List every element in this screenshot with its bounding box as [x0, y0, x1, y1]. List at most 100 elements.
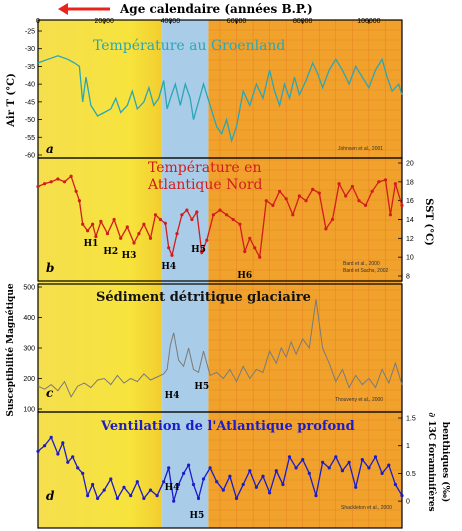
- heinrich-label-h2: H2: [103, 247, 118, 257]
- data-point: [112, 217, 116, 222]
- data-point: [387, 463, 391, 467]
- y-tick-label: 10: [406, 255, 414, 262]
- data-point: [43, 444, 47, 448]
- panel-d-letter: d: [46, 489, 55, 503]
- panel-b-credit-line2: Bard et Sachs, 2002: [343, 268, 389, 274]
- data-point: [314, 494, 318, 498]
- data-point: [327, 466, 331, 470]
- data-point: [284, 197, 288, 201]
- panel-frame: [37, 411, 403, 529]
- data-point: [180, 213, 184, 217]
- y-tick-label: -45: [25, 99, 35, 106]
- data-point: [62, 180, 67, 184]
- panel-d-ylabel-line1: ∂ 13C foraminifères: [426, 412, 437, 511]
- data-point: [400, 203, 404, 207]
- y-tick-label: -60: [25, 153, 35, 160]
- y-tick-label: 8: [406, 274, 410, 281]
- data-point: [248, 236, 252, 240]
- data-point: [357, 199, 361, 203]
- data-point: [49, 435, 53, 439]
- data-point: [77, 199, 81, 203]
- data-point: [155, 494, 159, 498]
- data-point: [135, 480, 139, 484]
- data-point: [274, 469, 278, 473]
- data-point: [115, 496, 119, 500]
- data-point: [61, 441, 65, 445]
- panel-a-title: Température au Groenland: [93, 38, 285, 54]
- data-point: [187, 463, 191, 467]
- data-point: [238, 222, 242, 226]
- data-point: [271, 203, 275, 207]
- data-point: [175, 232, 179, 236]
- data-point: [218, 208, 222, 212]
- data-point: [380, 471, 384, 475]
- data-point: [43, 182, 47, 186]
- heinrich-label-h5: H5: [194, 382, 209, 392]
- panel-d-title: Ventilation de l'Atlantique profond: [100, 419, 355, 434]
- data-point: [253, 246, 257, 250]
- data-point: [354, 485, 358, 489]
- data-point: [182, 471, 186, 475]
- data-point: [172, 499, 176, 503]
- climate-period-bands: [38, 20, 402, 528]
- data-point: [225, 213, 229, 217]
- y-tick-label: 1.5: [406, 416, 416, 423]
- y-tick-label: 100: [23, 407, 35, 414]
- data-point: [360, 458, 364, 462]
- data-point: [367, 466, 371, 470]
- data-point: [211, 213, 215, 217]
- data-point: [74, 189, 78, 193]
- data-point: [96, 496, 100, 500]
- y-tick-label: 18: [406, 179, 414, 186]
- data-point: [190, 217, 194, 222]
- data-point: [370, 189, 374, 193]
- series-line-a: [37, 55, 403, 144]
- data-point: [185, 208, 189, 212]
- y-tick-label: -30: [25, 46, 35, 53]
- data-point: [344, 194, 348, 198]
- heinrich-label-h4: H4: [165, 483, 180, 493]
- data-point: [56, 452, 60, 456]
- panel-b-title-line2: Atlantique Nord: [147, 177, 263, 193]
- data-point: [400, 494, 404, 498]
- heinrich-label-h1: H1: [84, 239, 99, 249]
- data-point: [228, 474, 232, 478]
- data-point: [36, 184, 40, 189]
- data-point: [91, 222, 95, 226]
- data-point: [393, 182, 397, 186]
- data-point: [105, 232, 110, 236]
- data-point: [337, 182, 341, 186]
- y-tick-label: 20: [406, 161, 414, 168]
- y-tick-label: -55: [25, 135, 35, 142]
- data-point: [377, 180, 381, 184]
- data-point: [177, 482, 181, 487]
- data-point: [102, 488, 106, 492]
- data-point: [158, 217, 162, 222]
- series-line-b: [37, 175, 403, 260]
- series-line-d: [37, 436, 403, 502]
- data-point: [49, 180, 53, 184]
- y-tick-label: 300: [23, 346, 35, 353]
- data-point: [373, 455, 378, 459]
- panel-c-letter: c: [46, 386, 54, 400]
- y-tick-label: 1: [406, 443, 410, 450]
- data-point: [261, 474, 265, 478]
- y-tick-label: -35: [25, 64, 35, 71]
- data-point: [340, 469, 344, 473]
- data-point: [383, 178, 388, 182]
- data-point: [81, 471, 85, 475]
- top-axis-title: Age calendaire (années B.P.): [119, 2, 313, 16]
- data-point: [86, 494, 90, 498]
- panel-c-title: Sédiment détritique glaciaire: [96, 290, 311, 305]
- panel-b-ylabel: SST (°C): [423, 198, 434, 246]
- data-point: [330, 217, 335, 222]
- heinrich-label-h4: H4: [161, 262, 176, 272]
- data-point: [132, 241, 136, 245]
- data-point: [170, 253, 174, 257]
- data-point: [167, 246, 171, 250]
- data-point: [142, 222, 146, 226]
- data-point: [317, 191, 321, 195]
- chart-panels: -25-30-35-40-45-50-55-602018161412108H1H…: [23, 19, 416, 529]
- data-point: [301, 458, 305, 462]
